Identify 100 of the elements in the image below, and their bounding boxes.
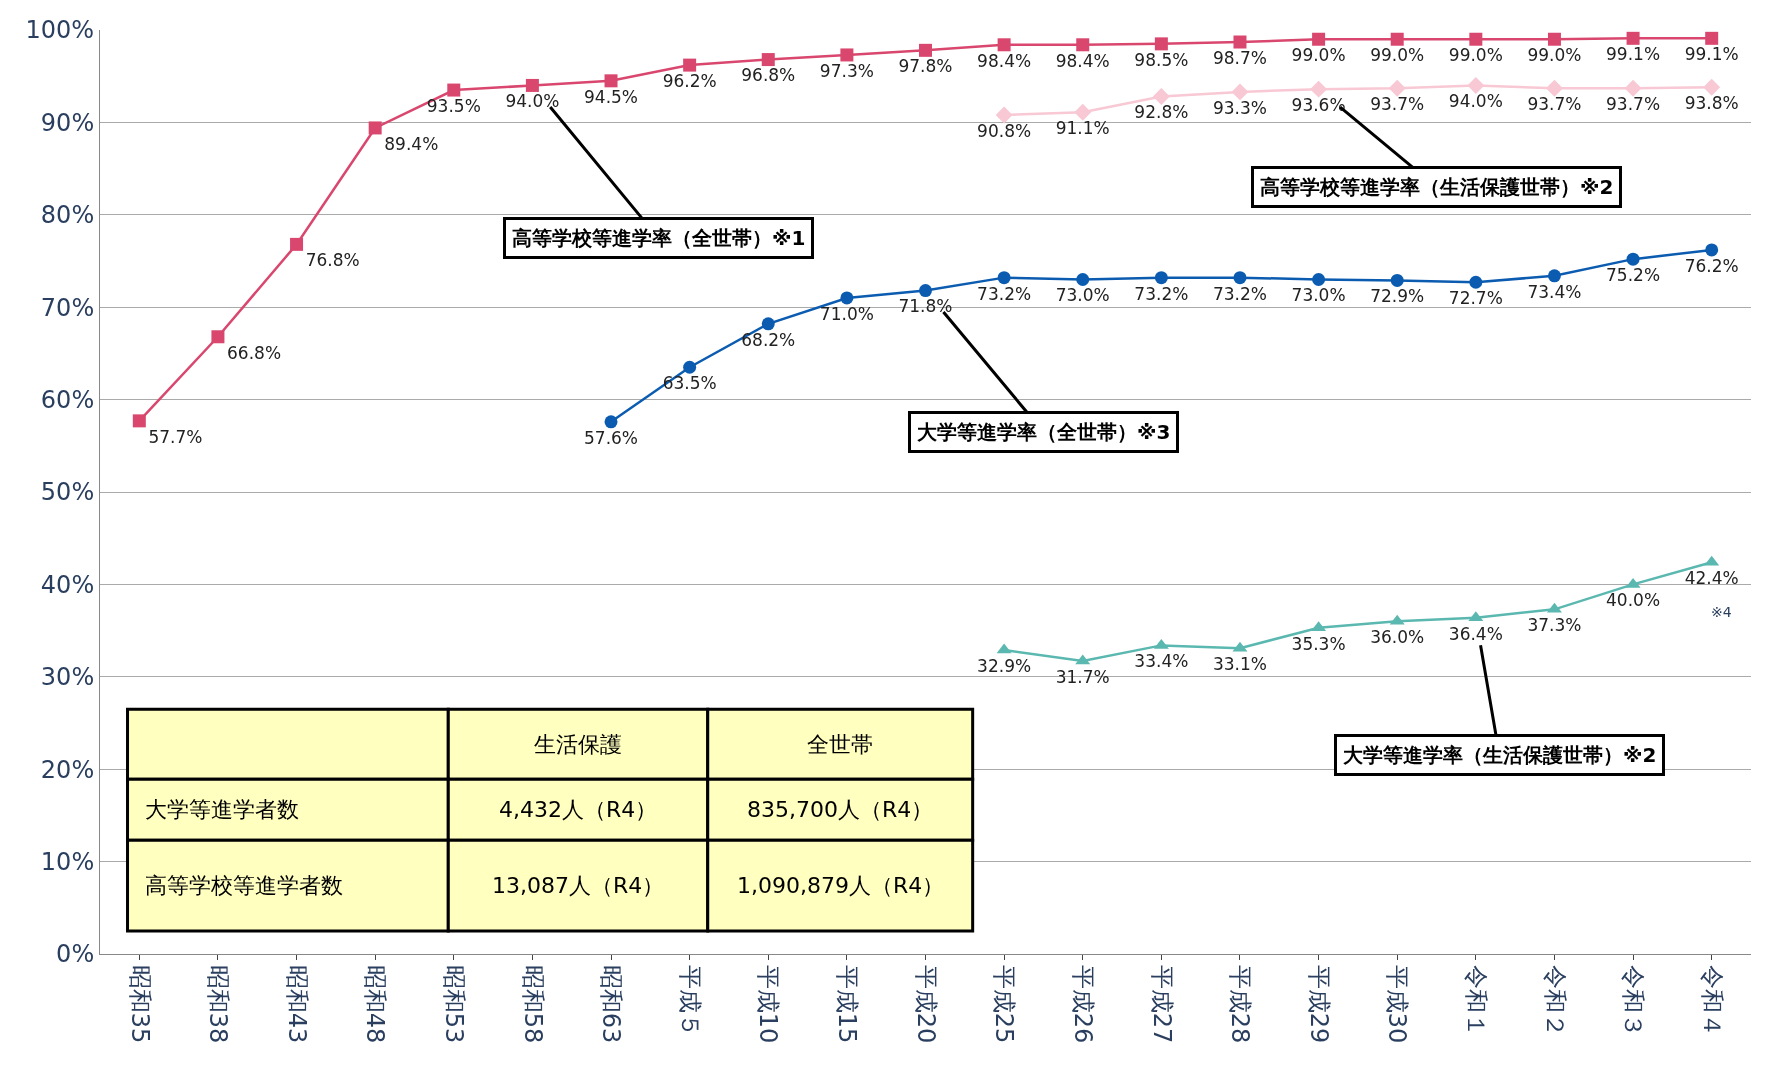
y-tick-label: 100% [25,16,95,45]
data-label: 33.1% [1212,654,1267,675]
x-tick-label: 平成10 [754,964,783,1044]
x-tick-label: 平成25 [990,964,1019,1044]
data-label: 71.8% [898,296,953,317]
data-label: 99.1% [1684,44,1739,65]
text: 13,087人（R4） [492,873,665,898]
y-tick-label: 0% [56,940,95,969]
point [1469,32,1483,46]
annotation: ※4 [1711,604,1732,620]
x-tick-label: 平成30 [1383,964,1412,1044]
point [840,291,854,305]
point [761,53,775,67]
point [132,414,146,428]
data-label: 35.3% [1291,633,1346,654]
data-label: 99.1% [1606,44,1661,65]
x-tick-label: 令和３ [1619,964,1648,1037]
point [1624,79,1642,97]
point [1154,271,1168,285]
data-label: 93.7% [1606,94,1661,115]
x-tick-label: 昭和63 [597,964,626,1044]
data-label: 97.8% [898,56,953,77]
point [1547,32,1561,46]
x-tick-label: 昭和48 [361,964,390,1044]
data-label: 73.2% [977,283,1032,304]
data-label: 37.3% [1527,615,1582,636]
y-tick-label: 70% [40,293,95,322]
y-tick-label: 80% [40,201,95,230]
data-label: 93.8% [1684,93,1739,114]
point [919,284,932,298]
text: 高等学校等進学率（全世帯）※1 [512,226,806,250]
point [1467,76,1485,94]
data-label: 98.4% [977,50,1032,71]
data-label: 98.7% [1212,47,1267,68]
point [840,48,854,62]
data-label: 97.3% [819,60,874,81]
data-label: 98.5% [1134,49,1189,70]
x-tick-label: 令和４ [1697,964,1726,1037]
point [1703,78,1721,96]
point [1154,37,1168,51]
point [1076,272,1090,286]
point [1233,271,1247,285]
point [1152,88,1170,105]
x-tick-label: 平成26 [1068,964,1097,1044]
data-label: 32.9% [977,655,1032,676]
point [995,106,1013,124]
point [1388,79,1406,97]
data-label: 94.0% [505,91,560,112]
data-label: 42.4% [1684,568,1739,589]
point [1312,32,1326,46]
data-label: 72.9% [1370,286,1425,307]
category-label: 全世帯 [807,732,873,757]
text: 高等学校等進学率（生活保護世帯）※2 [1260,175,1614,199]
x-tick-label: 昭和58 [518,964,547,1044]
data-label: 63.5% [662,373,717,394]
y-tick-label: 40% [40,570,95,599]
text: 大学等進学率（全世帯）※3 [917,420,1171,444]
data-label: 66.8% [227,342,282,363]
data-label: 31.7% [1055,666,1110,687]
x-tick-label: 平成20 [911,964,940,1044]
text: 1,090,879人（R4） [737,873,945,898]
point [1076,38,1090,52]
x-tick-label: 平成15 [833,964,862,1044]
point [1705,243,1719,257]
point [604,415,618,429]
data-label: 99.0% [1448,45,1503,66]
data-label: 91.1% [1055,118,1110,139]
point [1626,31,1640,45]
data-label: 98.4% [1055,50,1110,71]
text: 4,432人（R4） [499,797,658,822]
data-label: 36.0% [1370,627,1425,648]
data-label: 99.0% [1527,45,1582,66]
point [1233,35,1247,49]
data-label: 73.2% [1212,283,1267,304]
y-tick-label: 30% [40,663,95,692]
data-label: 68.2% [741,329,796,350]
data-label: 57.6% [584,427,639,448]
point [604,74,618,88]
y-tick-label: 90% [40,108,95,137]
point [1231,83,1249,101]
data-label: 40.0% [1606,590,1661,611]
x-tick-label: 令和２ [1540,964,1569,1037]
data-label: 57.7% [148,426,203,447]
point [1390,32,1404,46]
data-label: 92.8% [1134,102,1189,123]
x-tick-label: 昭和38 [204,964,233,1044]
y-tick-label: 20% [40,755,95,784]
data-label: 99.0% [1291,45,1346,66]
data-label: 73.0% [1291,285,1346,306]
point [368,121,382,135]
point [211,330,225,344]
data-label: 76.8% [305,250,360,271]
data-label: 94.0% [1448,91,1503,112]
data-label: 73.2% [1134,283,1189,304]
category-label: 大学等進学者数 [145,797,299,822]
data-label: 93.7% [1370,94,1425,115]
category-label: 生活保護 [534,732,622,757]
y-tick-label: 50% [40,478,95,507]
point [1705,31,1719,45]
data-label: 93.3% [1212,97,1267,118]
